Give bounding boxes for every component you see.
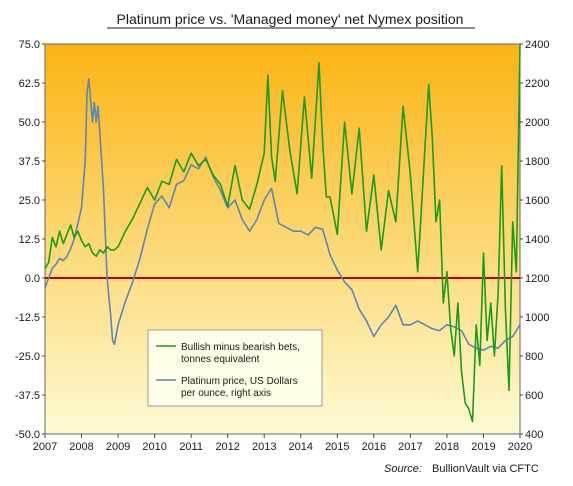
series-line-platinum-price xyxy=(44,78,521,352)
x-tick-label: 2014 xyxy=(289,441,313,453)
left-tick-label: -50.0 xyxy=(15,429,40,441)
right-tick-label: 2000 xyxy=(525,117,549,129)
right-tick-label: 600 xyxy=(525,390,543,402)
right-tick-label: 800 xyxy=(525,351,543,363)
left-axis: 75.0 62.5 50.0 37.5 25.0 12.5 0.0 -12.5 -25.0 -37… xyxy=(15,39,45,441)
x-tick-label: 2007 xyxy=(33,441,57,453)
left-tick-label: 0.0 xyxy=(25,273,40,285)
right-tick-label: 400 xyxy=(525,429,543,441)
series-layer xyxy=(44,43,521,423)
x-tick-label: 2010 xyxy=(142,441,166,453)
x-tick-label: 2015 xyxy=(325,441,349,453)
left-tick-label: -25.0 xyxy=(15,351,40,363)
right-tick-label: 2400 xyxy=(525,39,549,51)
source-label: Source: xyxy=(384,463,422,475)
right-tick-label: 1800 xyxy=(525,156,549,168)
x-tick-label: 2012 xyxy=(215,441,239,453)
x-axis: 2007 2008 2009 2010 2011 2012 2013 2014 2015 2016… xyxy=(33,434,532,453)
right-tick-label: 2200 xyxy=(525,78,549,90)
right-tick-label: 1400 xyxy=(525,234,549,246)
x-tick-label: 2009 xyxy=(106,441,130,453)
legend-label-platinum-price-line2: per ounce, right axis xyxy=(181,388,271,399)
source-text: BullionVault via CFTC xyxy=(432,463,539,475)
legend: Bullish minus bearish bets, tonnes equiv… xyxy=(147,329,323,407)
x-tick-label: 2013 xyxy=(252,441,276,453)
left-tick-label: 25.0 xyxy=(19,195,40,207)
legend-label-net-position-line2: tonnes equivalent xyxy=(181,354,260,365)
legend-label-net-position-line1: Bullish minus bearish bets, xyxy=(181,342,300,353)
series-line-net-position xyxy=(44,43,521,423)
right-axis: 2400 2200 2000 1800 1600 1400 1200 1000 800 600 40… xyxy=(520,39,549,441)
left-tick-label: 62.5 xyxy=(19,78,40,90)
left-tick-label: 37.5 xyxy=(19,156,40,168)
x-tick-label: 2017 xyxy=(398,441,422,453)
x-tick-label: 2011 xyxy=(179,441,203,453)
left-tick-label: 75.0 xyxy=(19,39,40,51)
x-tick-label: 2008 xyxy=(69,441,93,453)
legend-box xyxy=(147,329,323,407)
left-tick-label: -37.5 xyxy=(15,390,40,402)
legend-label-platinum-price-line1: Platinum price, US Dollars xyxy=(181,376,298,387)
right-tick-label: 1000 xyxy=(525,312,549,324)
x-tick-label: 2016 xyxy=(362,441,386,453)
x-tick-label: 2020 xyxy=(508,441,532,453)
left-tick-label: 12.5 xyxy=(19,234,40,246)
left-tick-label: -12.5 xyxy=(15,312,40,324)
chart-title: Platinum price vs. 'Managed money' net N… xyxy=(117,11,464,27)
left-tick-label: 50.0 xyxy=(19,117,40,129)
right-tick-label: 1600 xyxy=(525,195,549,207)
x-tick-label: 2019 xyxy=(471,441,495,453)
x-tick-label: 2018 xyxy=(435,441,459,453)
right-tick-label: 1200 xyxy=(525,273,549,285)
